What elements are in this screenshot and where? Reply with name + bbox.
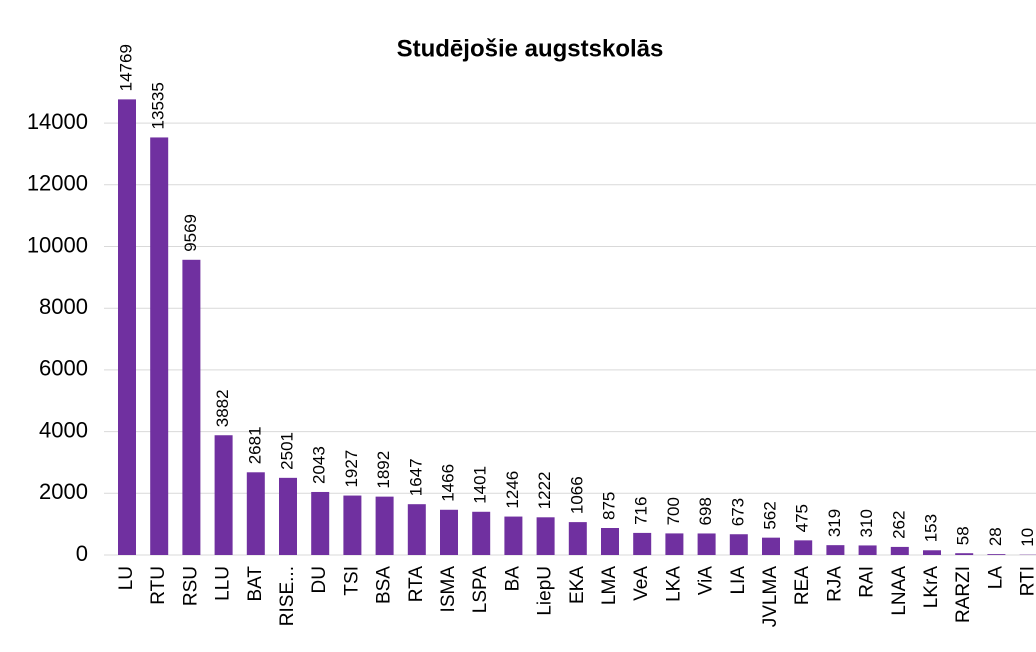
value-label: 1647 xyxy=(406,458,425,496)
bar xyxy=(407,504,426,555)
x-tick-label: LIA xyxy=(728,566,749,595)
y-tick-label: 0 xyxy=(76,541,88,566)
bar xyxy=(343,495,362,555)
x-tick-label: RTI xyxy=(1018,566,1036,596)
value-label: 9569 xyxy=(181,214,200,252)
chart-title: Studējošie augstskolās xyxy=(397,35,664,62)
value-label: 875 xyxy=(599,492,618,520)
value-label: 262 xyxy=(889,511,908,539)
x-tick-label: RSU xyxy=(180,566,201,606)
x-tick-label: RJA xyxy=(824,566,845,602)
bar xyxy=(923,550,941,555)
x-tick-label: BAT xyxy=(245,566,266,602)
value-label: 673 xyxy=(728,498,747,526)
value-label: 2681 xyxy=(245,426,264,464)
bar xyxy=(150,137,169,555)
x-tick-label: TSI xyxy=(341,566,362,596)
x-tick-label: LU xyxy=(116,566,137,590)
bar xyxy=(665,533,684,555)
value-label: 58 xyxy=(954,526,973,545)
bar xyxy=(858,545,877,555)
x-tick-label: LSPA xyxy=(470,566,491,614)
value-label: 1222 xyxy=(535,471,554,509)
bar xyxy=(375,496,394,555)
bar xyxy=(794,540,813,555)
x-tick-label: BA xyxy=(502,566,523,592)
value-label: 1927 xyxy=(342,450,361,488)
bar xyxy=(955,553,974,555)
bar xyxy=(311,491,330,555)
value-label: 319 xyxy=(825,509,844,537)
value-label: 13535 xyxy=(149,82,168,129)
value-label: 700 xyxy=(664,497,683,525)
y-tick-label: 14000 xyxy=(27,109,88,134)
bar xyxy=(214,435,233,555)
x-tick-label: LLU xyxy=(213,566,234,601)
value-label: 10 xyxy=(1018,528,1036,547)
y-tick-label: 12000 xyxy=(27,171,88,196)
x-tick-label: ISMA xyxy=(438,566,459,613)
x-tick-label: LMA xyxy=(599,566,620,605)
bar xyxy=(440,509,458,555)
bar xyxy=(601,528,619,555)
bar xyxy=(729,534,748,555)
value-label: 2043 xyxy=(310,446,329,484)
x-tick-label: RAI xyxy=(857,566,878,598)
value-label: 1066 xyxy=(567,476,586,514)
x-tick-label: ViA xyxy=(696,566,717,596)
bar xyxy=(279,477,297,555)
x-tick-label: RISE... xyxy=(277,566,298,626)
bar xyxy=(246,472,265,555)
x-tick-label: BSA xyxy=(374,566,395,604)
bar xyxy=(536,517,555,555)
bar xyxy=(118,99,136,556)
x-tick-label: VeA xyxy=(631,566,652,601)
value-label: 153 xyxy=(921,514,940,542)
value-label: 14769 xyxy=(116,44,135,91)
x-tick-label: DU xyxy=(309,566,330,593)
y-tick-label: 10000 xyxy=(27,232,88,257)
value-label: 1892 xyxy=(374,451,393,489)
x-tick-label: LiepU xyxy=(535,566,556,616)
x-tick-label: LKA xyxy=(663,566,684,602)
bar xyxy=(504,516,523,555)
value-label: 3882 xyxy=(213,389,232,427)
x-tick-label: LA xyxy=(985,566,1006,590)
bar xyxy=(890,546,909,555)
value-label: 698 xyxy=(696,497,715,525)
value-label: 716 xyxy=(632,497,651,525)
bar xyxy=(697,533,716,555)
y-tick-label: 4000 xyxy=(39,417,88,442)
bar xyxy=(472,511,491,555)
bar xyxy=(826,545,845,555)
x-tick-label: JVLMA xyxy=(760,566,781,628)
value-label: 1401 xyxy=(471,466,490,504)
y-tick-label: 2000 xyxy=(39,479,88,504)
x-tick-label: LNAA xyxy=(889,566,910,616)
x-tick-label: RTA xyxy=(406,566,427,603)
bar xyxy=(633,532,652,555)
y-tick-label: 8000 xyxy=(39,294,88,319)
value-label: 2501 xyxy=(277,432,296,470)
value-label: 475 xyxy=(793,504,812,532)
bar xyxy=(762,537,780,555)
x-tick-label: RARZI xyxy=(953,566,974,623)
value-label: 1246 xyxy=(503,471,522,509)
value-label: 28 xyxy=(986,527,1005,546)
x-tick-label: RTU xyxy=(148,566,169,605)
x-tick-label: EKA xyxy=(567,566,588,604)
bar xyxy=(568,522,587,555)
bar xyxy=(987,554,1006,555)
bar xyxy=(182,259,201,555)
value-label: 310 xyxy=(857,509,876,537)
value-label: 562 xyxy=(760,501,779,529)
x-tick-label: REA xyxy=(792,566,813,605)
value-label: 1466 xyxy=(438,464,457,502)
y-tick-label: 6000 xyxy=(39,356,88,381)
x-tick-label: LKrA xyxy=(921,566,942,609)
